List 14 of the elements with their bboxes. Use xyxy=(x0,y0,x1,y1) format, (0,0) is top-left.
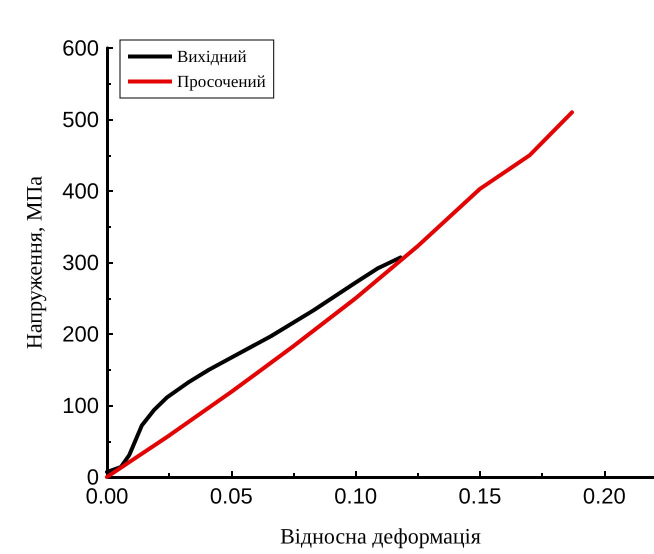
x-tick-label: 0.05 xyxy=(210,484,253,508)
y-tick-label: 100 xyxy=(62,393,99,418)
y-tick-label: 200 xyxy=(62,322,99,346)
x-tick-label: 0.20 xyxy=(582,484,626,508)
y-axis-title: Напруження, МПа xyxy=(22,176,46,350)
y-tick-label: 300 xyxy=(62,250,99,275)
legend-label: Просочений xyxy=(177,72,266,91)
x-axis-title: Відносна деформація xyxy=(280,524,481,548)
legend-label: Вихідний xyxy=(177,47,247,66)
y-tick-label: 600 xyxy=(62,36,99,60)
y-tick-label: 500 xyxy=(62,107,99,132)
x-tick-label: 0.10 xyxy=(334,484,378,508)
y-tick-label: 400 xyxy=(62,178,99,204)
x-tick-label: 0.15 xyxy=(458,484,502,508)
